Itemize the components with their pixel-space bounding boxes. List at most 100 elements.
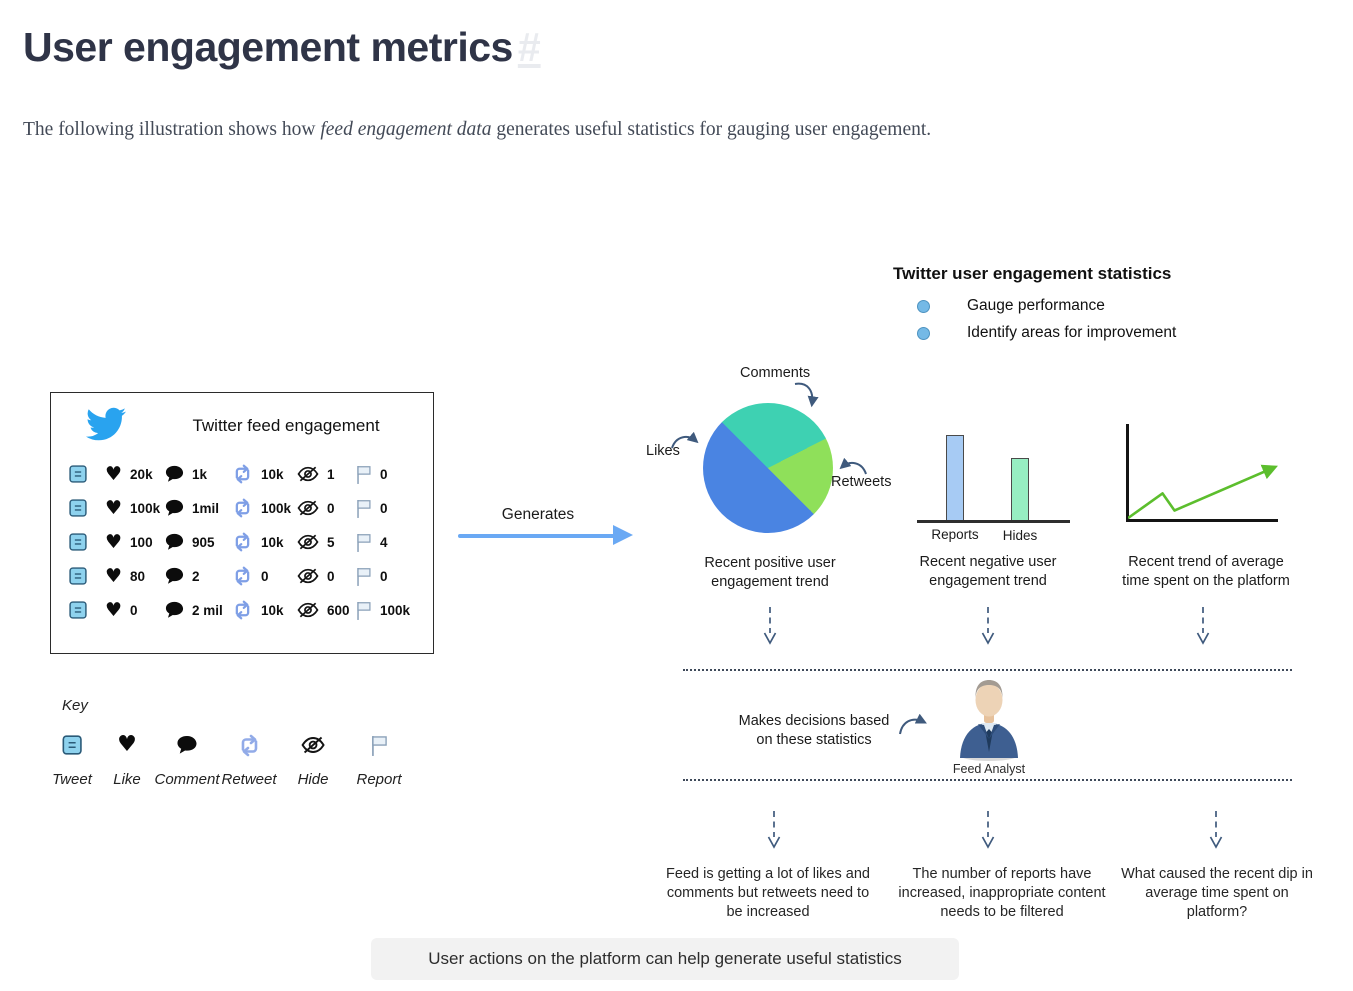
positive-trend-pie <box>703 403 833 533</box>
analyst-label: Feed Analyst <box>952 762 1026 776</box>
feed-row: ♥ 0 2 mil 10k 600 100k <box>69 593 427 627</box>
key-item-retweet: Retweet <box>221 732 277 788</box>
generates-label: Generates <box>501 506 575 523</box>
trend-polyline <box>1128 464 1278 520</box>
comment-count: 2 mil <box>192 602 223 618</box>
pie-label-comments: Comments <box>740 365 811 381</box>
flow-down-arrow-icon <box>981 607 995 645</box>
intro-text: The following illustration shows how <box>23 119 321 140</box>
negative-trend-bar <box>1011 458 1029 521</box>
hide-icon <box>297 568 319 584</box>
comment-icon <box>165 465 184 482</box>
like-count: 100 <box>130 534 153 550</box>
like-count: 0 <box>130 602 138 618</box>
report-flag-icon <box>357 499 371 518</box>
retweet-count: 10k <box>261 466 284 482</box>
outcome-reports: The number of reports have increased, in… <box>898 866 1106 920</box>
twitter-feed-panel: Twitter feed engagement ♥ 20k 1k 10k 1 0 … <box>50 392 434 654</box>
line-chart-y-axis <box>1126 424 1129 521</box>
trend-line-chart <box>1128 464 1278 520</box>
report-flag-icon <box>357 601 371 620</box>
comment-icon <box>165 533 184 550</box>
hide-icon <box>300 732 325 758</box>
hide-count: 1 <box>327 466 335 482</box>
comments-arrow-icon <box>794 382 819 408</box>
stats-bullet: Identify areas for improvement <box>967 324 1177 341</box>
key-label: Retweet <box>221 771 277 788</box>
bar-axis <box>917 520 1070 523</box>
decision-arrow-icon <box>899 714 927 735</box>
comment-icon <box>165 499 184 516</box>
figure-caption: User actions on the platform can help ge… <box>371 938 959 980</box>
hide-icon <box>297 602 319 618</box>
like-icon: ♥ <box>105 530 123 553</box>
retweet-icon <box>235 566 250 586</box>
flow-down-arrow-icon <box>1209 811 1223 849</box>
comment-count: 1k <box>192 466 208 482</box>
comment-stat: 1k <box>165 465 232 483</box>
tweet-icon <box>62 732 82 758</box>
tweet-icon <box>69 601 105 619</box>
feed-panel-title: Twitter feed engagement <box>192 416 380 435</box>
twitter-bird-icon <box>86 407 126 441</box>
report-flag-icon <box>357 567 371 586</box>
report-count: 0 <box>380 466 388 482</box>
outcome-time: What caused the recent dip in average ti… <box>1121 866 1313 920</box>
generates-arrowhead-icon <box>613 525 633 545</box>
like-icon: ♥ <box>105 496 123 519</box>
line-chart-x-axis <box>1126 519 1278 522</box>
key-item-tweet: Tweet <box>52 732 92 788</box>
like-count: 100k <box>130 500 161 516</box>
retweet-count: 0 <box>261 568 269 584</box>
heading-anchor-link[interactable]: # <box>517 24 541 70</box>
comment-icon <box>165 601 184 618</box>
tweet-icon <box>69 533 105 551</box>
bullet-dot-icon <box>917 327 930 340</box>
like-icon: ♥ <box>105 564 123 587</box>
hide-icon <box>297 500 319 516</box>
retweet-count: 10k <box>261 534 284 550</box>
feed-rows: ♥ 20k 1k 10k 1 0 ♥ 100k 1mil 100k 0 0 ♥ 100… <box>69 457 427 627</box>
feed-analyst-avatar <box>960 680 1018 761</box>
key-label: Comment <box>154 771 220 788</box>
key-title: Key <box>62 697 88 714</box>
hide-count: 0 <box>327 500 335 516</box>
report-stat: 0 <box>355 464 427 485</box>
comment-count: 905 <box>192 534 215 550</box>
intro-text-after: generates useful statistics for gauging … <box>491 119 932 140</box>
report-flag-icon <box>357 465 371 484</box>
flow-down-arrow-icon <box>763 607 777 645</box>
report-count: 100k <box>380 602 411 618</box>
retweet-count: 100k <box>261 500 292 516</box>
feed-row: ♥ 20k 1k 10k 1 0 <box>69 457 427 491</box>
page-title: User engagement metrics <box>23 24 513 70</box>
hide-stat: 1 <box>297 465 355 483</box>
key-item-report: Report <box>356 732 402 788</box>
report-count: 4 <box>380 534 388 550</box>
key-item-hide: Hide <box>298 732 328 788</box>
intro-paragraph: The following illustration shows how fee… <box>23 110 1228 151</box>
like-count: 20k <box>130 466 153 482</box>
retweet-icon <box>235 532 250 552</box>
feed-row: ♥ 100 905 10k 5 4 <box>69 525 427 559</box>
hide-icon <box>297 466 319 482</box>
retweets-arrow-icon <box>839 458 867 475</box>
like-icon: ♥ <box>117 732 137 757</box>
generates-arrow <box>458 534 615 538</box>
report-count: 0 <box>380 568 388 584</box>
report-flag-icon <box>357 533 371 552</box>
flow-down-arrow-icon <box>767 811 781 849</box>
intro-emphasis: feed engagement data <box>320 119 492 140</box>
bullet-dot-icon <box>917 300 930 313</box>
decision-note: Makes decisions based on these statistic… <box>738 713 890 748</box>
like-stat: ♥ 20k <box>105 462 165 485</box>
feed-row: ♥ 100k 1mil 100k 0 0 <box>69 491 427 525</box>
negative-trend-bar <box>946 435 964 521</box>
likes-arrow-icon <box>671 432 699 449</box>
like-icon: ♥ <box>105 462 123 485</box>
bar-caption: Recent negative user engagement trend <box>919 554 1057 589</box>
feed-row: ♥ 80 2 0 0 0 <box>69 559 427 593</box>
stats-header-title: Twitter user engagement statistics <box>893 264 1172 283</box>
retweet-icon <box>235 498 250 518</box>
tweet-icon <box>69 499 105 517</box>
